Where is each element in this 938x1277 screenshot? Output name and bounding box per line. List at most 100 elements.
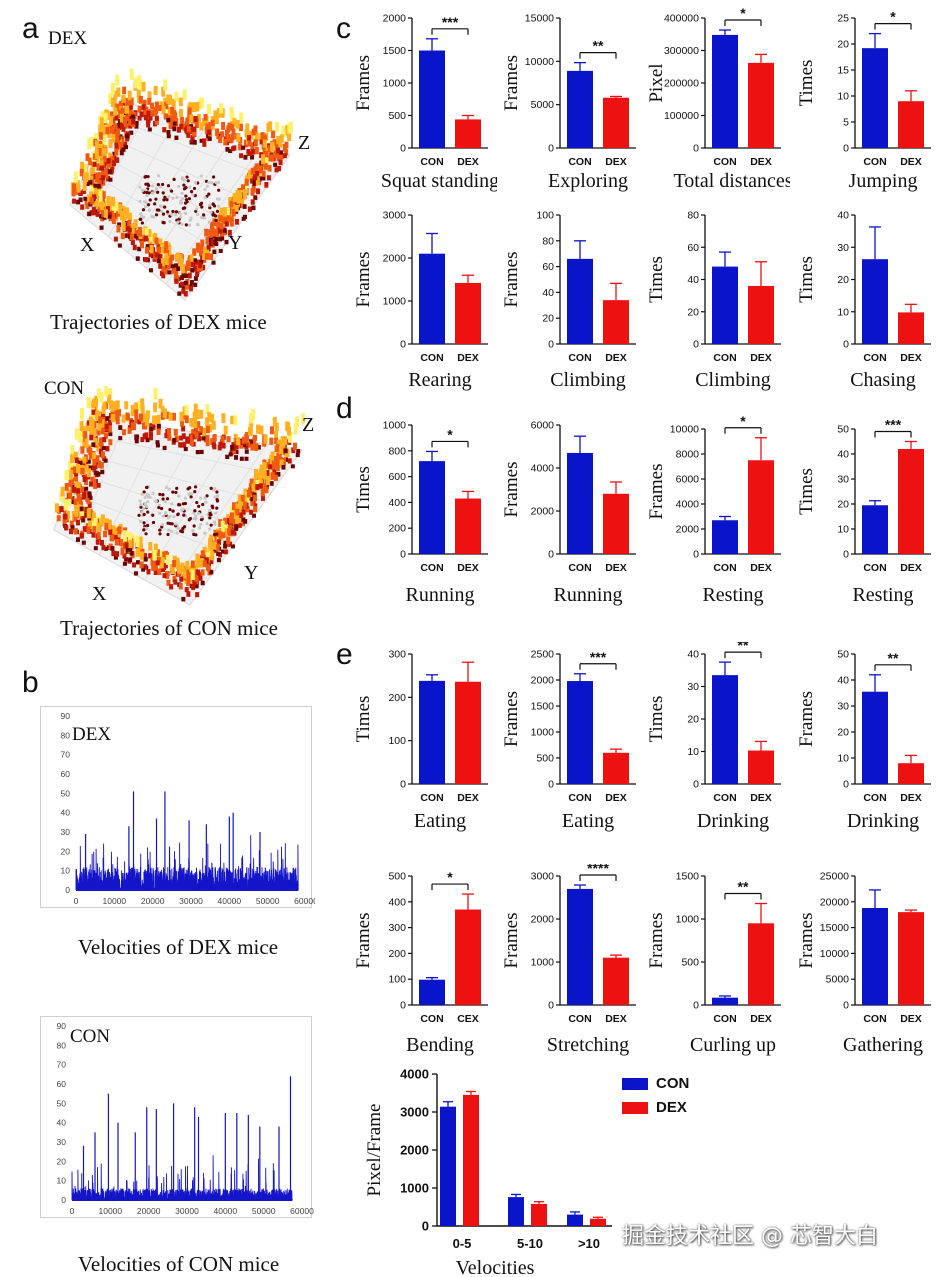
y-tick-label: 200	[388, 523, 406, 535]
trajectory-point	[108, 177, 113, 182]
trajectory-center-point	[183, 501, 187, 506]
y-axis-label: Frames	[353, 252, 374, 308]
y-tick-label: 70	[57, 1060, 67, 1070]
y-tick-label: 0	[400, 1000, 406, 1012]
bar-chart-eating1: 0 100 200 300 Times CON DEX Eating	[353, 649, 488, 832]
trajectory-point	[98, 190, 103, 202]
trajectory-point	[171, 412, 176, 421]
trajectory-point	[99, 155, 104, 163]
trajectory-point	[141, 413, 146, 423]
trajectory-point	[178, 583, 183, 590]
trajectory-point	[81, 518, 86, 523]
trajectory-center-point	[208, 527, 212, 531]
trajectory-point	[218, 248, 223, 254]
trajectory-point	[91, 206, 96, 212]
trajectory-point	[91, 210, 96, 216]
trajectory-point	[153, 402, 158, 413]
trajectory-center-point	[165, 210, 170, 214]
trajectory-point	[90, 476, 95, 484]
trajectory-point	[106, 161, 111, 168]
trajectory-point	[93, 404, 98, 415]
trajectory-point	[189, 434, 194, 442]
category-label: DEX	[750, 562, 772, 574]
trajectory-point	[234, 218, 239, 225]
trajectory-center-point	[158, 528, 162, 532]
trajectory-point	[96, 482, 101, 488]
y-tick-label: 500	[536, 753, 554, 765]
chart-title: Climbing	[550, 369, 626, 391]
category-label: CON	[568, 352, 591, 364]
trajectory-point	[225, 147, 230, 152]
trajectory-point	[272, 416, 277, 427]
bar-dex	[898, 101, 924, 148]
y-tick-label: 50	[61, 788, 71, 798]
trajectory-point	[113, 534, 118, 541]
trajectory-point	[250, 154, 255, 160]
significance-stars: *	[890, 9, 896, 25]
bar-chart-bending: 0 100 200 300 400 500 Frames CON CEX * Bending	[353, 869, 488, 1056]
x-axis-label: Velocities	[456, 1257, 535, 1276]
trajectory-point	[76, 463, 81, 474]
y-tick-label: 0	[843, 339, 849, 351]
trajectory-center-point	[167, 195, 171, 199]
trajectory-point	[122, 553, 127, 559]
trajectory-center-point	[154, 197, 158, 201]
trajectory-point	[184, 127, 189, 133]
trajectory-point	[251, 513, 256, 518]
trajectory-center-point	[151, 513, 155, 517]
trajectory-point	[119, 101, 124, 108]
trajectory-point	[117, 526, 122, 535]
trajectory-point	[283, 457, 288, 462]
trajectory-center-point	[165, 198, 169, 202]
trajectory-center-point	[138, 199, 142, 203]
y-tick-label: 0	[422, 1219, 429, 1234]
traj-con-axis-z: Z	[302, 414, 315, 436]
y-tick-label: 40	[542, 287, 554, 299]
trajectory-point	[107, 394, 112, 404]
trajectory-point	[143, 257, 148, 263]
trajectory-point	[74, 473, 79, 482]
trajectory-point	[206, 245, 211, 252]
y-axis-label: Times	[353, 466, 374, 513]
trajectory-point	[107, 211, 112, 218]
trajectory-point	[153, 415, 158, 424]
trajectory-point	[251, 128, 256, 136]
trajectory-point	[139, 551, 144, 560]
bar-dex	[531, 1203, 547, 1226]
trajectory-point	[115, 128, 120, 136]
trajectory-point	[79, 506, 84, 512]
trajectory-point	[132, 244, 137, 251]
trajectory-center-point	[157, 208, 161, 212]
trajectory-point	[89, 426, 94, 435]
category-label: CON	[713, 562, 736, 574]
trajectory-center-point	[214, 181, 218, 185]
trajectory-point	[243, 182, 248, 194]
trajectory-point	[195, 271, 200, 277]
bar-dex	[603, 300, 629, 344]
y-axis-label: Times	[646, 256, 667, 303]
trajectory-point	[191, 102, 196, 113]
trajectory-point	[178, 108, 183, 118]
trajectory-point	[214, 236, 219, 242]
trajectory-point	[118, 425, 123, 430]
trajectory-point	[276, 439, 281, 449]
y-tick-label: 1000	[383, 420, 407, 432]
trajectory-point	[238, 501, 243, 510]
trajectory-point	[251, 483, 256, 492]
trajectory-point	[123, 141, 128, 148]
category-label: CON	[420, 792, 443, 804]
trajectory-point	[255, 484, 260, 491]
trajectory-center-point	[183, 201, 188, 205]
trajectory-point	[111, 134, 116, 143]
trajectory-point	[258, 166, 263, 174]
trajectory-point	[120, 107, 125, 114]
trajectory-point	[73, 528, 78, 535]
trajectory-center-point	[188, 218, 192, 222]
trajectory-point	[285, 421, 290, 432]
trajectory-point	[254, 146, 259, 155]
y-tick-label: 4000	[400, 1067, 429, 1082]
trajectory-point	[186, 591, 191, 597]
trajectory-point	[228, 452, 233, 457]
trajectory-center-point	[209, 486, 213, 490]
trajectory-point	[116, 225, 121, 233]
